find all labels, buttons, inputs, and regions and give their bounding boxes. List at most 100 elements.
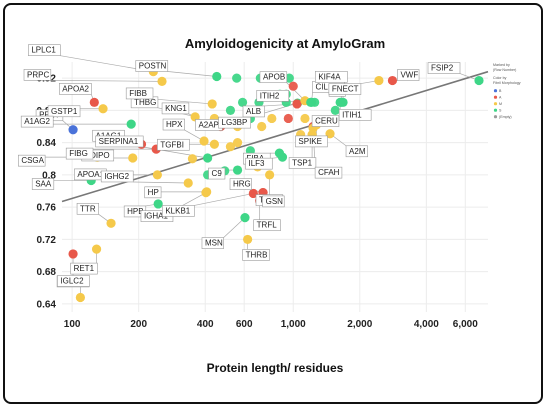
label-box [311, 115, 340, 127]
point-label-ceru: CERU [315, 117, 338, 126]
point-label-fnect: FNECT [332, 85, 359, 94]
point-label-prpc: PRPC [27, 70, 49, 79]
label-leader [152, 98, 213, 105]
point-label-igha1: IGHA1 [144, 212, 169, 221]
data-point-apoa2 [89, 97, 99, 107]
x-tick-label: 1,000 [281, 319, 306, 330]
legend-swatch [493, 108, 498, 112]
label-box [288, 157, 317, 169]
point-label-serpina1: SERPINA1 [99, 137, 139, 146]
y-tick-label: 0.84 [37, 138, 57, 149]
point-label-trfl: TRFL [257, 221, 278, 230]
legend-label: S [499, 109, 502, 113]
point-label-apoa2: APOA2 [62, 84, 89, 93]
point-label-apoa1: APOA1 [77, 170, 104, 179]
label-box [28, 44, 61, 56]
point-label-kng1: KNG1 [165, 104, 187, 113]
label-box [76, 202, 99, 215]
point-label-tgfbi: TGFBI [160, 140, 184, 149]
label-box [259, 71, 288, 84]
legend-swatch [493, 102, 498, 106]
data-point [283, 113, 293, 124]
legend-swatch [493, 89, 498, 93]
point-label-postn: POSTN [139, 62, 167, 71]
x-tick-label: 200 [130, 319, 147, 330]
point-label-gstp1: GSTP1 [51, 107, 78, 116]
legend-label: A [499, 96, 502, 100]
point-label-tsp1: TSP1 [292, 159, 313, 168]
point-label-ighg2: IGHG2 [104, 172, 129, 181]
point-label-cilp2: CILP2 [316, 82, 339, 91]
label-box [201, 237, 224, 249]
x-axis-label: Protein length/ residues [207, 361, 344, 375]
data-point-fnect [374, 75, 384, 86]
data-points [68, 67, 484, 303]
label-box [57, 275, 90, 287]
point-labels: PFA4APOA2GSTP1A1AG2A1AG1LPLC1PRPCPOSTNTH… [18, 44, 461, 288]
legend-header-3: Color by [493, 76, 507, 80]
label-leader [167, 71, 217, 77]
point-label-a2ap: A2AP [198, 120, 218, 129]
data-point [300, 113, 310, 124]
data-point-pfa4 [68, 125, 78, 135]
point-label-fsip2: FSIP2 [431, 64, 454, 73]
label-box [345, 145, 368, 158]
data-point-serpina1 [203, 153, 213, 163]
data-point-cilp2 [306, 97, 317, 107]
point-label-itih2: ITIH2 [260, 91, 280, 100]
data-point [257, 121, 267, 132]
point-label-thrb: THRB [246, 250, 268, 259]
point-label-c9: C9 [212, 169, 223, 178]
data-point-gsn [265, 170, 275, 180]
data-point-c9 [232, 165, 243, 175]
label-box [208, 167, 226, 180]
label-box [295, 135, 328, 148]
label-box [95, 135, 144, 148]
label-box [125, 87, 154, 100]
data-point-gstp1 [98, 104, 108, 114]
point-label-vwf: VWF [400, 71, 418, 80]
data-point-iglc2 [75, 292, 85, 303]
label-box [162, 118, 185, 131]
label-box [229, 178, 252, 190]
label-box [161, 102, 190, 115]
point-label-thbg: THBG [134, 98, 156, 107]
data-point [225, 142, 236, 152]
data-point-a2m [325, 129, 335, 139]
data-point [225, 105, 236, 115]
point-label-fibb: FIBB [129, 89, 147, 98]
label-box [23, 69, 52, 81]
data-point-ilf3 [277, 152, 288, 162]
label-box [314, 166, 343, 179]
data-point-postn [212, 71, 222, 82]
label-leader [223, 217, 246, 238]
x-tick-label: 400 [197, 319, 214, 330]
data-point [232, 73, 242, 83]
data-point-thbg [190, 112, 200, 122]
label-box [70, 262, 98, 275]
data-point-fsip2 [474, 75, 484, 86]
data-point-a1ag2 [126, 119, 136, 129]
label-leader [133, 181, 189, 184]
data-point-vwf [387, 75, 398, 86]
data-point-hpb [153, 199, 163, 209]
legend-label: M [499, 102, 502, 106]
data-point [237, 97, 248, 107]
point-label-cfah: CFAH [318, 168, 340, 177]
point-label-iglc2: IGLC2 [60, 276, 84, 285]
label-box [65, 147, 94, 160]
legend-label: B [499, 89, 502, 93]
label-box [245, 157, 273, 170]
label-box [157, 138, 190, 151]
y-tick-label: 0.64 [37, 299, 57, 310]
point-label-lg3bp: LG3BP [222, 118, 248, 127]
data-point-ttr [106, 218, 116, 228]
data-point-adipo [128, 153, 138, 163]
data-point-msn [240, 213, 250, 223]
y-tick-label: 0.8 [42, 170, 56, 181]
point-label-klkb1: KLKB1 [165, 206, 190, 215]
label-box [20, 115, 54, 128]
label-box [242, 105, 265, 118]
x-tick-label: 2,000 [347, 319, 372, 330]
legend-swatch [493, 115, 498, 119]
